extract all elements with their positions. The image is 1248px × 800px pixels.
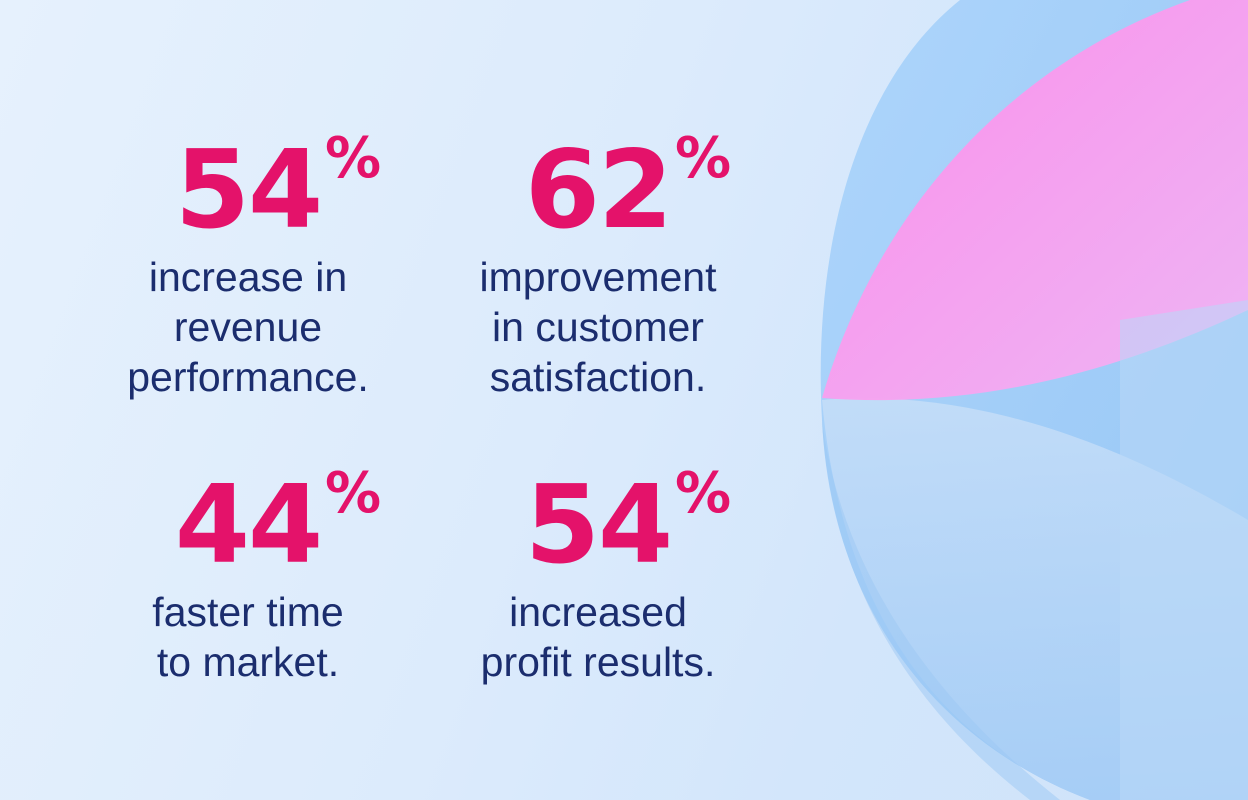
caption-line: faster time bbox=[152, 589, 344, 635]
stat-time-to-market: 44 % faster time to market. bbox=[68, 461, 428, 687]
light-panel-shape bbox=[1120, 300, 1248, 800]
caption-line: satisfaction. bbox=[489, 354, 707, 400]
percent-sign: % bbox=[675, 126, 732, 191]
stat-caption: improvement in customer satisfaction. bbox=[418, 252, 778, 402]
stat-number-group: 54 % bbox=[525, 461, 731, 585]
caption-line: to market. bbox=[156, 639, 340, 685]
percent-sign: % bbox=[325, 461, 382, 526]
stat-value: 44 bbox=[174, 463, 323, 588]
stat-profit: 54 % increased profit results. bbox=[418, 461, 778, 687]
caption-line: improvement bbox=[479, 254, 717, 300]
stat-number-group: 54 % bbox=[175, 126, 381, 250]
stat-number-group: 44 % bbox=[175, 461, 381, 585]
caption-line: performance. bbox=[127, 354, 369, 400]
caption-line: in customer bbox=[492, 304, 704, 350]
stat-number-group: 62 % bbox=[525, 126, 731, 250]
stat-value: 62 bbox=[524, 128, 673, 253]
blue-arc-shape bbox=[820, 0, 1248, 800]
pink-leaf-shape bbox=[822, 0, 1248, 401]
stat-revenue: 54 % increase in revenue performance. bbox=[68, 126, 428, 402]
percent-sign: % bbox=[675, 461, 732, 526]
stat-customer-satisfaction: 62 % improvement in customer satisfactio… bbox=[418, 126, 778, 402]
caption-line: increased bbox=[509, 589, 687, 635]
stat-caption: faster time to market. bbox=[68, 587, 428, 687]
stat-value: 54 bbox=[524, 463, 673, 588]
caption-line: increase in bbox=[148, 254, 348, 300]
soft-arc-shape bbox=[822, 420, 1060, 800]
lower-lobe-shape bbox=[822, 398, 1248, 800]
caption-line: profit results. bbox=[480, 639, 716, 685]
stat-caption: increased profit results. bbox=[418, 587, 778, 687]
caption-line: revenue bbox=[173, 304, 323, 350]
stat-caption: increase in revenue performance. bbox=[68, 252, 428, 402]
stat-value: 54 bbox=[174, 128, 323, 253]
percent-sign: % bbox=[325, 126, 382, 191]
